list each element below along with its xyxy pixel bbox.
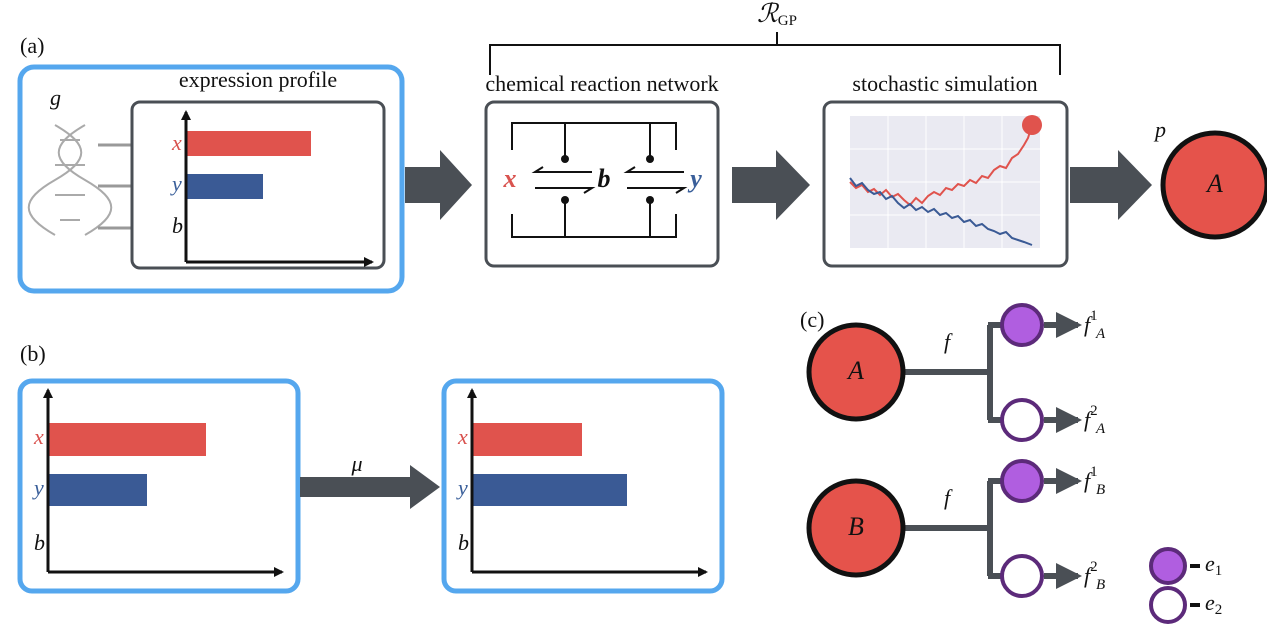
dna-icon [29, 125, 112, 235]
empty-marker [1002, 400, 1042, 440]
legend-label: e1 [1205, 551, 1222, 579]
subscript: B [1096, 482, 1105, 498]
node-label: A [1205, 169, 1223, 198]
phenotype-label: p [1153, 117, 1166, 142]
edge-label: f [944, 329, 953, 354]
gene-label: b [458, 530, 469, 555]
subscript: 1 [1215, 563, 1223, 579]
flow-arrow [1070, 150, 1152, 220]
box-title: expression profile [179, 67, 337, 92]
subscript: A [1095, 326, 1106, 342]
empty-marker [1151, 588, 1185, 622]
end-point [1022, 115, 1042, 135]
expression-bar [187, 131, 311, 156]
box-title: chemical reaction network [485, 71, 718, 96]
bracket [490, 32, 1060, 75]
gene-label: x [457, 424, 468, 449]
tree-edges [904, 481, 1002, 576]
subscript: 2 [1215, 602, 1223, 618]
expression-bar [49, 423, 206, 456]
expression-bar [49, 474, 147, 506]
gene-label: b [34, 530, 45, 555]
operator-label: μ [350, 451, 362, 476]
gene-label: x [33, 424, 44, 449]
panel-label: (c) [800, 307, 824, 332]
expression-bar [187, 174, 263, 199]
regulation-dot [561, 196, 569, 204]
subscript: A [1095, 421, 1106, 437]
bracket-symbol: ℛ [757, 0, 780, 28]
symbol: e [1205, 551, 1215, 576]
species-label: b [598, 164, 611, 193]
bracket-subscript: GP [778, 13, 797, 29]
panel-label: (b) [20, 341, 46, 366]
legend-label: e2 [1205, 590, 1222, 618]
gene-label: y [456, 475, 468, 500]
gene-label: b [172, 213, 183, 238]
superscript: 1 [1090, 308, 1098, 324]
subscript: B [1096, 577, 1105, 593]
mutation-arrow [300, 465, 440, 509]
symbol: e [1205, 590, 1215, 615]
filled-marker [1002, 461, 1042, 501]
flow-arrow [732, 150, 810, 220]
node-label: B [848, 512, 864, 541]
superscript: 1 [1090, 464, 1098, 480]
box-title: stochastic simulation [852, 71, 1037, 96]
panel-label: (a) [20, 33, 44, 58]
helix-strand [59, 125, 112, 235]
expression-bar [473, 474, 627, 506]
edge-label: f [944, 485, 953, 510]
bracket-label: ℛGP [757, 0, 797, 29]
gene-label: x [171, 130, 182, 155]
species-label: x [503, 164, 517, 193]
regulation-dot [646, 155, 654, 163]
gene-label: y [170, 171, 182, 196]
species-label: y [687, 164, 702, 193]
flow-arrow [405, 150, 472, 220]
diagram: (a) g expression profile x y b chemical … [0, 0, 1267, 625]
regulation-dot [646, 196, 654, 204]
helix-strand [29, 125, 82, 235]
tree-edges [904, 325, 1002, 420]
node-label: A [846, 356, 864, 385]
gene-label: y [32, 475, 44, 500]
empty-marker [1002, 556, 1042, 596]
expression-bar [473, 423, 582, 456]
superscript: 2 [1090, 559, 1098, 575]
superscript: 2 [1090, 403, 1098, 419]
regulation-dot [561, 155, 569, 163]
filled-marker [1151, 549, 1185, 583]
genome-label: g [50, 85, 61, 110]
filled-marker [1002, 305, 1042, 345]
